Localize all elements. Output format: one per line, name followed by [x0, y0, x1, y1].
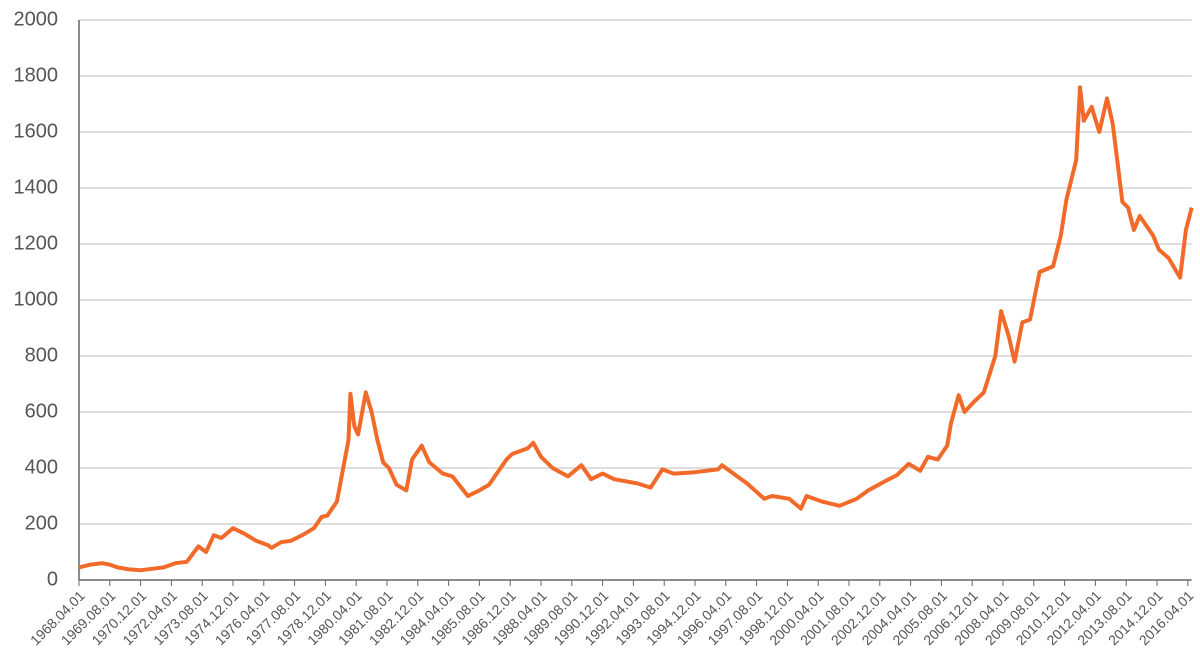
y-tick-label: 1200: [14, 232, 59, 254]
y-tick-label: 1800: [14, 64, 59, 86]
y-tick-label: 2000: [14, 8, 59, 30]
y-tick-label: 0: [47, 568, 58, 590]
y-tick-label: 1400: [14, 176, 59, 198]
line: [78, 85, 1194, 573]
y-tick-label: 1000: [14, 288, 59, 310]
y-tick-label: 400: [25, 456, 58, 478]
y-tick-label: 600: [25, 400, 58, 422]
y-tick-label: 1600: [14, 120, 59, 142]
y-tick-label: 200: [25, 512, 58, 534]
y-tick-label: 800: [25, 344, 58, 366]
